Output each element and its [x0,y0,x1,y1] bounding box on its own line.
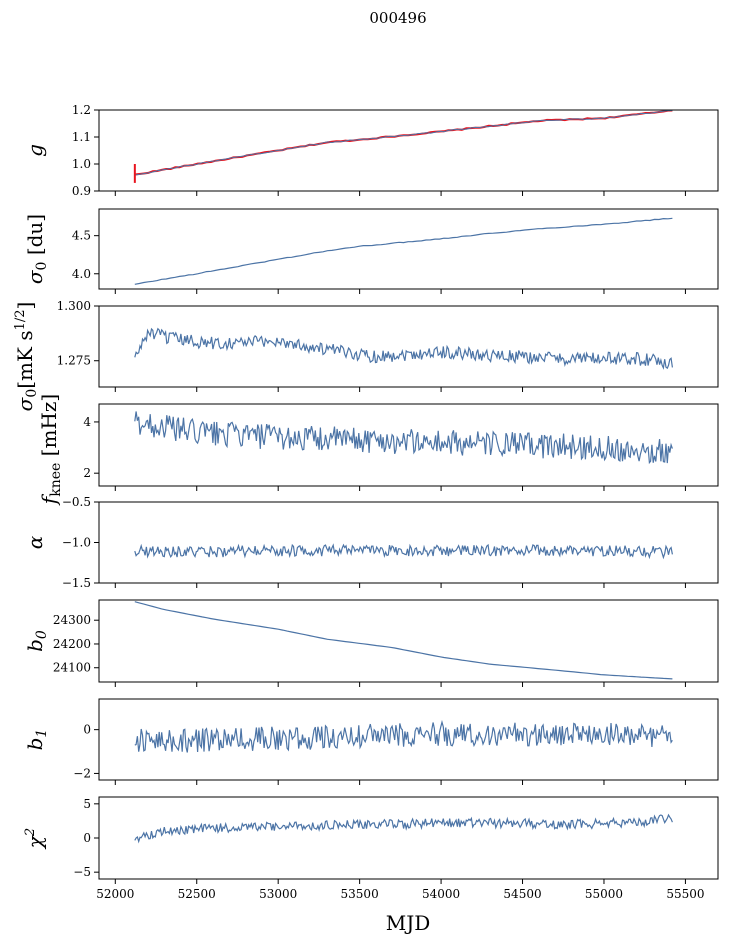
y-tick-label: 0.9 [72,184,91,198]
y-tick-label: 1.275 [57,354,91,368]
y-tick-label: −1.0 [62,536,91,550]
series-line-8-1 [134,813,673,844]
figure-title: 000496 [369,9,426,27]
panel-frame [98,501,719,584]
y-tick-label: 4 [83,415,91,429]
panel-5: −1.5 −1.0 −0.5 α [23,495,719,590]
panel-7: −2 0 b1 [23,698,719,785]
y-axis-label: fknee [mHz] [37,394,64,506]
series-line-1-1 [134,109,673,176]
y-tick-label: 1.2 [72,103,91,117]
y-tick-label: −2 [73,766,91,780]
y-tick-label: −1.5 [62,576,91,590]
y-tick-label: 1.0 [72,157,91,171]
panels: 0.9 1.0 1.1 1.2 g 4.0 4.5 σ0 [du] 1.275 1.300 σ0[m… [13,103,719,901]
x-tick-label: 53500 [341,887,379,901]
series-line-7-1 [134,719,673,753]
y-axis-label: σ0[mK s1/2] [13,302,40,412]
series-line-5-1 [134,543,673,560]
x-axis-label: MJD [386,911,431,935]
x-tick-label: 53000 [259,887,297,901]
y-tick-label: −0.5 [62,495,91,509]
series-line-2-1 [134,217,673,285]
panel-8: −5 0 5 52000 52500 53000 53500 54000 54500 55000 5… [23,796,719,901]
panel-frame [98,109,719,192]
panel-1: 0.9 1.0 1.1 1.2 g [23,103,719,198]
y-tick-label: 1.300 [57,299,91,313]
panel-4: 2 4 fknee [mHz] [37,394,719,506]
x-tick-label: 54500 [503,887,541,901]
y-axis-label: χ2 [23,828,47,850]
y-tick-label: 24200 [53,637,91,651]
panel-frame [98,403,719,487]
y-tick-label: −5 [73,865,91,879]
x-tick-label: 55500 [666,887,704,901]
panel-frame [98,208,719,290]
y-axis-label: b1 [23,729,50,751]
y-tick-label: 1.1 [72,130,91,144]
series-line-3-1 [134,327,673,370]
series-line-6-1 [134,601,673,680]
panel-2: 4.0 4.5 σ0 [du] [23,208,719,294]
y-axis-label: b0 [23,630,50,652]
y-axis-label: σ0 [du] [23,214,50,284]
panel-frame [98,599,719,683]
panel-frame [98,796,719,880]
y-tick-label: 24100 [53,661,91,675]
y-axis-label: α [23,535,47,549]
x-tick-label: 52000 [96,887,134,901]
y-tick-label: 0 [83,723,91,737]
panel-3: 1.275 1.300 σ0[mK s1/2] [13,299,719,412]
y-tick-label: 0 [83,831,91,845]
x-tick-label: 54000 [422,887,460,901]
y-tick-label: 5 [83,797,91,811]
y-tick-label: 2 [83,466,91,480]
panel-frame [98,698,719,781]
x-tick-label: 55000 [585,887,623,901]
x-tick-label: 52500 [178,887,216,901]
y-tick-label: 4.0 [72,267,91,281]
series-line-4-1 [134,411,673,465]
series-line-1-2 [134,110,673,176]
y-axis-label: g [23,144,47,157]
panel-frame [98,305,719,388]
y-tick-label: 4.5 [72,229,91,243]
y-tick-label: 24300 [53,613,91,627]
